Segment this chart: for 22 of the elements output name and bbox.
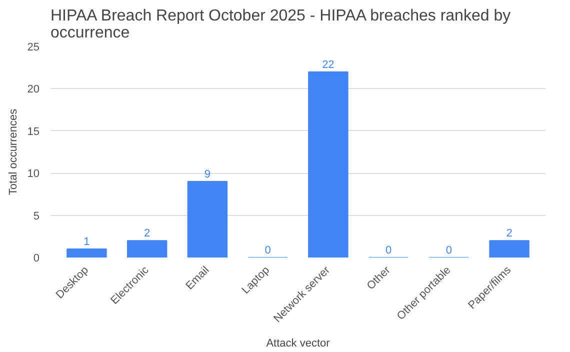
x-axis-title: Attack vector: [266, 337, 330, 350]
y-tick-label: 5: [33, 210, 40, 222]
data-label: 2: [144, 228, 150, 240]
data-label: 9: [204, 168, 211, 181]
data-label: 2: [506, 228, 512, 240]
data-label: 22: [322, 58, 334, 71]
y-tick-label: 10: [27, 168, 40, 180]
chart-title: HIPAA Breach Report October 2025 - HIPAA breaches ranked by occurrence: [50, 8, 511, 42]
data-label: 0: [385, 244, 392, 256]
y-axis-title: Total occurrences: [7, 108, 20, 196]
data-label: 1: [84, 236, 90, 248]
bar: [308, 71, 348, 258]
y-tick-label: 15: [27, 126, 40, 138]
data-label: 0: [446, 244, 452, 256]
data-label: 0: [264, 244, 271, 256]
bar: [66, 248, 107, 258]
y-tick-label: 20: [27, 84, 40, 96]
bar: [126, 240, 168, 258]
bar: [489, 240, 530, 258]
bar: [187, 181, 228, 258]
y-tick-label: 0: [33, 252, 40, 264]
y-tick-label: 25: [27, 42, 40, 54]
